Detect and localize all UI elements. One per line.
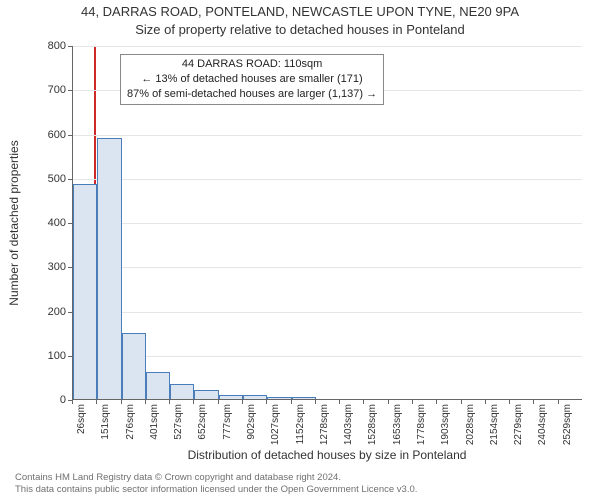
bar [267,397,291,399]
gridline [73,267,582,268]
xtick-mark [461,400,462,404]
xtick-label: 1778sqm [416,404,427,445]
xtick-label: 2279sqm [513,404,524,445]
xtick-label: 2404sqm [537,404,548,445]
bar [170,384,194,399]
ytick-label: 800 [26,40,66,52]
chart-title-line1: 44, DARRAS ROAD, PONTELAND, NEWCASTLE UP… [0,4,600,19]
bar [73,184,97,399]
ytick-mark [68,267,72,268]
gridline [73,223,582,224]
xtick-mark [339,400,340,404]
ytick-label: 400 [26,217,66,229]
xtick-mark [533,400,534,404]
xtick-mark [363,400,364,404]
xtick-label: 1152sqm [295,404,306,444]
bar [243,395,267,399]
xtick-label: 1027sqm [270,404,281,445]
xtick-mark [558,400,559,404]
bar [292,397,316,399]
xtick-label: 777sqm [222,404,233,440]
xtick-label: 2028sqm [465,404,476,445]
y-axis-label: Number of detached properties [7,140,21,305]
bar [146,372,170,399]
gridline [73,356,582,357]
bar [97,138,121,399]
xtick-label: 527sqm [173,404,184,440]
x-axis-label: Distribution of detached houses by size … [72,448,582,462]
footer-attribution: Contains HM Land Registry data © Crown c… [15,472,417,496]
xtick-label: 2529sqm [562,404,573,445]
ytick-label: 700 [26,84,66,96]
footer-line: This data contains public sector informa… [15,484,417,496]
ytick-label: 200 [26,306,66,318]
xtick-mark [169,400,170,404]
annotation-line: 44 DARRAS ROAD: 110sqm [127,57,377,72]
annotation-line: 87% of semi-detached houses are larger (… [127,87,377,102]
ytick-label: 0 [26,394,66,406]
xtick-mark [315,400,316,404]
ytick-label: 500 [26,173,66,185]
xtick-label: 151sqm [100,404,111,440]
xtick-label: 1528sqm [367,404,378,445]
xtick-label: 2154sqm [489,404,500,445]
gridline [73,179,582,180]
ytick-label: 300 [26,261,66,273]
xtick-label: 1903sqm [440,404,451,445]
xtick-mark [72,400,73,404]
ytick-mark [68,46,72,47]
xtick-label: 652sqm [197,404,208,440]
chart-title-line2: Size of property relative to detached ho… [0,22,600,37]
ytick-mark [68,135,72,136]
xtick-mark [485,400,486,404]
ytick-mark [68,312,72,313]
xtick-label: 401sqm [149,404,160,440]
xtick-mark [291,400,292,404]
ytick-mark [68,356,72,357]
xtick-mark [96,400,97,404]
xtick-mark [193,400,194,404]
bar [194,390,218,399]
xtick-mark [145,400,146,404]
xtick-label: 276sqm [125,404,136,440]
annotation-line: ← 13% of detached houses are smaller (17… [127,72,377,87]
xtick-mark [266,400,267,404]
xtick-label: 1278sqm [319,404,330,445]
xtick-mark [509,400,510,404]
xtick-mark [242,400,243,404]
gridline [73,312,582,313]
footer-line: Contains HM Land Registry data © Crown c… [15,472,417,484]
xtick-label: 1403sqm [343,404,354,445]
xtick-mark [436,400,437,404]
bar [122,333,146,399]
xtick-mark [218,400,219,404]
ytick-label: 100 [26,350,66,362]
xtick-mark [412,400,413,404]
xtick-mark [121,400,122,404]
xtick-label: 1653sqm [392,404,403,445]
ytick-label: 600 [26,129,66,141]
xtick-mark [388,400,389,404]
ytick-mark [68,90,72,91]
bar [219,395,243,399]
annotation-box: 44 DARRAS ROAD: 110sqm ← 13% of detached… [120,54,384,105]
gridline [73,46,582,47]
gridline [73,135,582,136]
xtick-label: 26sqm [76,404,87,434]
xtick-label: 902sqm [246,404,257,440]
ytick-mark [68,223,72,224]
ytick-mark [68,179,72,180]
